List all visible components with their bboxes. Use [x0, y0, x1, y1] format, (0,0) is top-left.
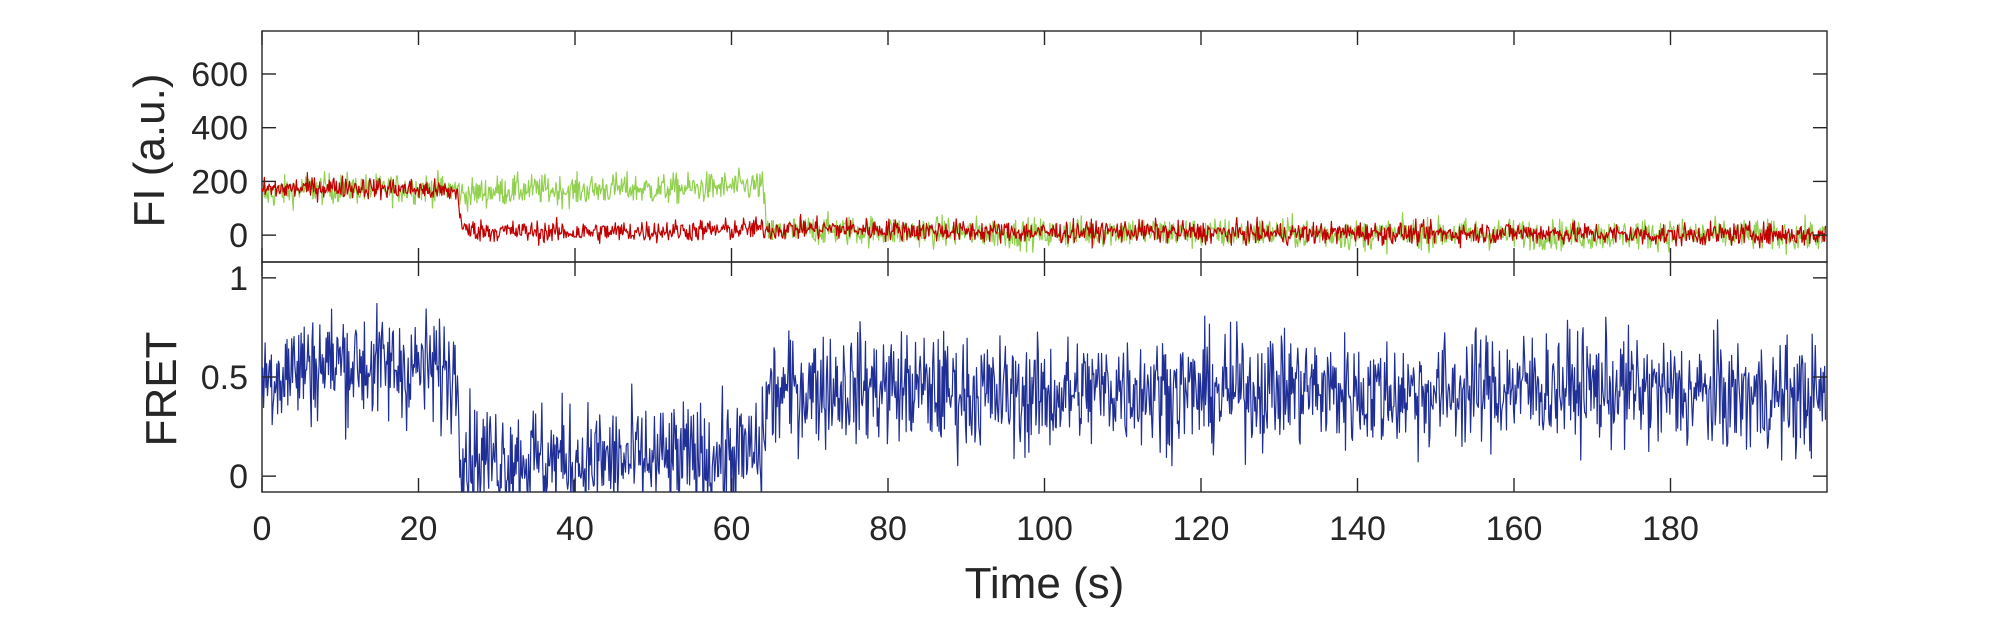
fluorescence-panel: 0 200 400 600 FI (a.u.)	[125, 30, 1828, 263]
time-x-tick-label: 140	[1329, 510, 1386, 548]
fret-panel: 00.51 0 20 40 60 80 100 120 140 160 180 FRET Time…	[137, 31, 1828, 608]
fluorescence-y-ticks: 0 200 400 600	[191, 56, 1827, 255]
fluorescence-traces	[262, 167, 1827, 256]
time-x-tick-label: 100	[1016, 510, 1073, 548]
time-x-tick-label: 0	[253, 510, 272, 548]
fluorescence-y-tick-label: 600	[191, 56, 248, 94]
time-x-tick-label: 180	[1642, 510, 1699, 548]
time-x-tick-label: 80	[869, 510, 907, 548]
time-x-ticks: 0 20 40 60 80 100 120 140 160 180	[253, 31, 1699, 548]
fluorescence-y-tick-label: 200	[191, 163, 248, 201]
time-x-tick-label: 160	[1486, 510, 1543, 548]
fret-series-line-0	[262, 302, 1827, 492]
fret-y-ticks: 00.51	[201, 260, 1827, 496]
fluorescence-y-tick-label: 400	[191, 110, 248, 148]
fret-y-tick-label: 0	[229, 458, 248, 496]
time-x-tick-label: 60	[713, 510, 751, 548]
fret-y-tick-label: 0.5	[201, 359, 248, 397]
time-x-tick-label: 40	[556, 510, 594, 548]
time-x-tick-label: 120	[1173, 510, 1230, 548]
fluorescence-series-line-0	[262, 167, 1827, 256]
fluorescence-y-tick-label: 0	[229, 217, 248, 255]
fret-y-axis-label: FRET	[137, 332, 186, 447]
time-x-axis-label: Time (s)	[965, 559, 1125, 608]
fluorescence-series-line-1	[262, 171, 1827, 249]
fluorescence-y-axis-label: FI (a.u.)	[125, 73, 174, 227]
time-x-tick-label: 20	[400, 510, 438, 548]
fret-traces	[262, 302, 1827, 492]
fret-y-tick-label: 1	[229, 260, 248, 298]
